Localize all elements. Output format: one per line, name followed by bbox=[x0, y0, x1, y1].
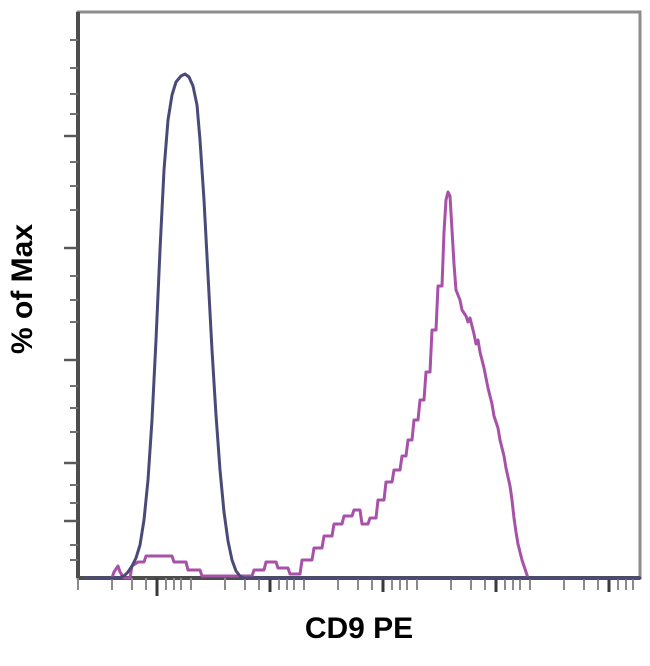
x-axis-minor-ticks bbox=[77, 578, 634, 590]
histogram-curve-isotype-control bbox=[84, 72, 642, 580]
plot-frame-box bbox=[76, 10, 642, 580]
y-axis-minor-ticks bbox=[70, 39, 78, 561]
plot-frame bbox=[76, 10, 642, 580]
y-axis-major-ticks bbox=[64, 134, 78, 523]
x-axis-label: CD9 PE bbox=[304, 612, 414, 645]
histogram-curve-cd9-pe-stained bbox=[84, 190, 642, 580]
x-axis-major-ticks bbox=[155, 578, 611, 596]
